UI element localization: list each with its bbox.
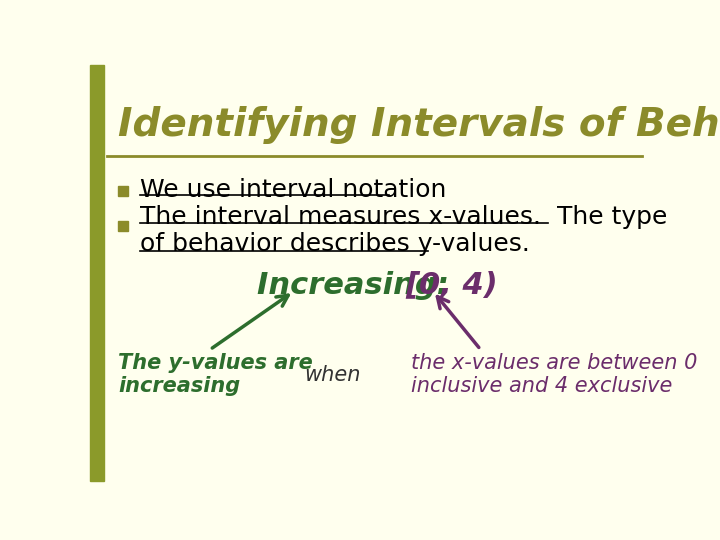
Text: of behavior describes y-values.: of behavior describes y-values. <box>140 232 530 256</box>
Text: Increasing:: Increasing: <box>258 271 471 300</box>
Text: The interval measures x-values.  The type: The interval measures x-values. The type <box>140 205 667 228</box>
Text: when: when <box>305 364 361 384</box>
Bar <box>118 186 128 196</box>
Bar <box>90 65 104 481</box>
Text: The y-values are
increasing: The y-values are increasing <box>118 353 312 396</box>
Bar <box>118 221 128 231</box>
Text: [0, 4): [0, 4) <box>405 271 498 300</box>
Text: Identifying Intervals of Behavior: Identifying Intervals of Behavior <box>118 106 720 144</box>
Text: We use interval notation: We use interval notation <box>140 178 446 201</box>
Text: the x-values are between 0
inclusive and 4 exclusive: the x-values are between 0 inclusive and… <box>411 353 697 396</box>
